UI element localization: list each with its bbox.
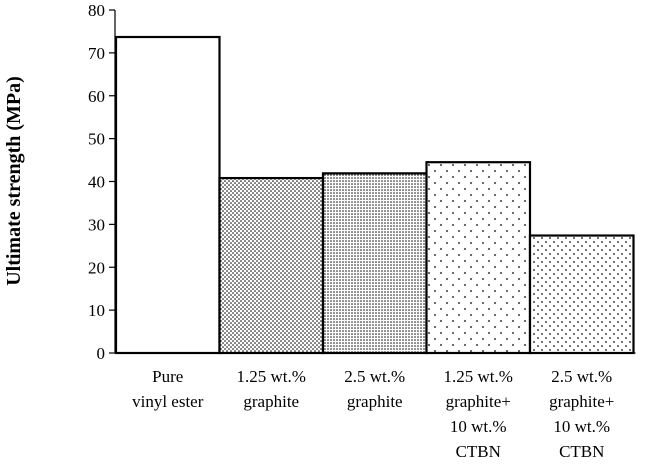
category-label-1: 1.25 wt.% graphite (237, 367, 306, 411)
y-tick-label: 20 (88, 258, 105, 277)
axes-group (109, 9, 636, 354)
category-label-2: 2.5 wt.% graphite (344, 367, 405, 411)
y-axis-label: Ultimate strength (MPa) (3, 76, 25, 286)
category-label-3: 1.25 wt.% graphite+ 10 wt.% CTBN (444, 367, 513, 461)
y-tick-label: 0 (97, 344, 106, 363)
y-tick-label: 40 (88, 173, 105, 192)
y-tick-label: 60 (88, 87, 105, 106)
bar-3 (425, 161, 532, 355)
y-tick-labels: 0 10 20 30 40 50 60 70 80 (88, 1, 105, 363)
y-tick-label: 70 (88, 44, 105, 63)
category-label-4: 2.5 wt.% graphite+ 10 wt.% CTBN (549, 367, 614, 461)
y-tick-label: 80 (88, 1, 105, 20)
bar-2 (321, 172, 428, 355)
category-label-0: Pure vinyl ester (132, 367, 204, 411)
bars-group (114, 35, 635, 355)
bar-0 (114, 35, 221, 355)
bar-4 (528, 234, 635, 355)
bar-1 (218, 176, 325, 355)
y-tick-label: 30 (88, 215, 105, 234)
x-category-labels: Pure vinyl ester 1.25 wt.% graphite 2.5 wt.%… (132, 367, 614, 461)
y-tick-label: 50 (88, 130, 105, 149)
y-tick-label: 10 (88, 301, 105, 320)
